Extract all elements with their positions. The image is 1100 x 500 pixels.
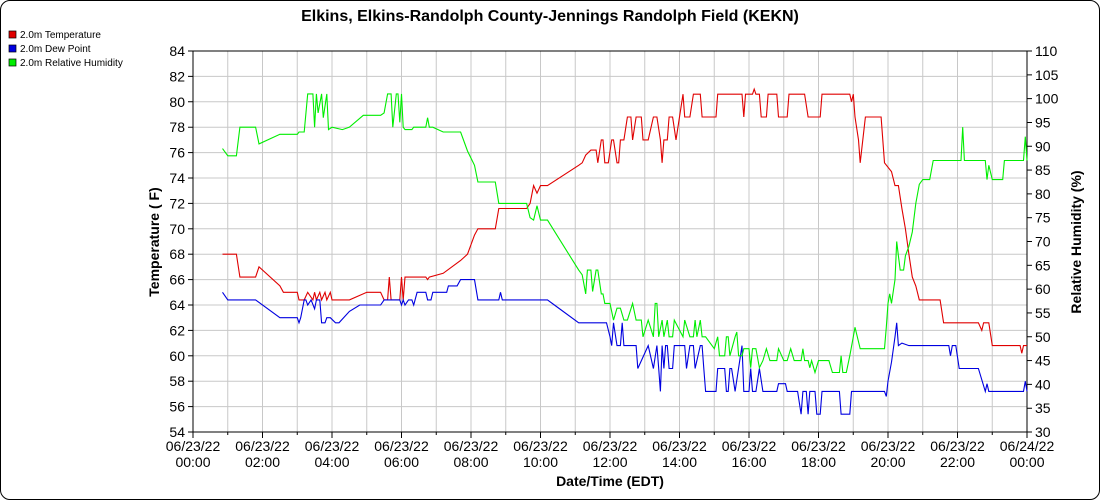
y-right-tick-label: 35 xyxy=(1035,400,1051,416)
y-left-tick-label: 72 xyxy=(169,195,185,211)
x-tick-date-label: 06/23/22 xyxy=(930,438,985,454)
y-right-tick-label: 30 xyxy=(1035,424,1051,440)
y-left-tick-label: 56 xyxy=(169,399,185,415)
x-axis-label: Date/Time (EDT) xyxy=(556,473,664,489)
grid xyxy=(192,50,1028,433)
y-left-tick-label: 78 xyxy=(169,119,185,135)
x-tick-time-label: 12:00 xyxy=(592,454,627,470)
x-tick-time-label: 00:00 xyxy=(175,454,210,470)
y-left-tick-label: 68 xyxy=(169,246,185,262)
y-left-tick-label: 76 xyxy=(169,145,185,161)
y-right-tick-label: 110 xyxy=(1035,43,1058,59)
x-tick-date-label: 06/23/22 xyxy=(444,438,499,454)
y-right-tick-label: 70 xyxy=(1035,234,1051,250)
y-left-tick-label: 62 xyxy=(169,322,185,338)
x-tick-time-label: 06:00 xyxy=(384,454,419,470)
y-left-tick-label: 82 xyxy=(169,68,185,84)
x-tick-date-label: 06/23/22 xyxy=(861,438,916,454)
x-tick-date-label: 06/23/22 xyxy=(235,438,290,454)
x-tick-time-label: 04:00 xyxy=(314,454,349,470)
y-left-tick-label: 84 xyxy=(169,43,185,59)
y-right-tick-label: 45 xyxy=(1035,353,1051,369)
legend-label-relative-humidity: 2.0m Relative Humidity xyxy=(20,58,123,69)
series-line-temperature xyxy=(222,87,1027,354)
y-right-tick-label: 80 xyxy=(1035,186,1051,202)
y-right-tick-label: 100 xyxy=(1035,91,1059,107)
y-axis-right-label: Relative Humidity (%) xyxy=(1068,170,1084,313)
x-tick-time-label: 00:00 xyxy=(1009,454,1044,470)
y-left-tick-label: 74 xyxy=(169,170,185,186)
x-tick-date-label: 06/24/22 xyxy=(1000,438,1055,454)
x-tick-time-label: 22:00 xyxy=(940,454,975,470)
x-tick-date-label: 06/23/22 xyxy=(166,438,221,454)
y-right-tick-label: 75 xyxy=(1035,210,1051,226)
series-line-dew-point xyxy=(222,279,1028,415)
x-tick-time-label: 02:00 xyxy=(245,454,280,470)
y-right-tick-label: 55 xyxy=(1035,305,1051,321)
y-left-tick-label: 60 xyxy=(169,348,185,364)
legend-item-temperature: 2.0m Temperature xyxy=(8,30,101,41)
y-left-tick-label: 70 xyxy=(169,221,185,237)
x-tick-time-label: 08:00 xyxy=(453,454,488,470)
legend: 2.0m Temperature 2.0m Dew Point 2.0m Rel… xyxy=(8,30,123,69)
series-line-relative-humidity xyxy=(222,93,1028,375)
legend-item-relative-humidity: 2.0m Relative Humidity xyxy=(8,58,123,69)
y-right-tick-label: 65 xyxy=(1035,257,1051,273)
x-tick-date-label: 06/23/22 xyxy=(652,438,707,454)
y-right-tick-label: 85 xyxy=(1035,162,1051,178)
y-right-tick-label: 95 xyxy=(1035,114,1051,130)
y-axis-right-ticks: 30 35 40 45 50 55 60 65 70 75 80 85 90 95 100 105 110 xyxy=(1027,43,1059,440)
x-tick-time-label: 18:00 xyxy=(801,454,836,470)
y-right-tick-label: 50 xyxy=(1035,329,1051,345)
y-right-tick-label: 60 xyxy=(1035,281,1051,297)
x-tick-time-label: 20:00 xyxy=(870,454,905,470)
x-tick-time-label: 16:00 xyxy=(731,454,766,470)
series-group xyxy=(222,87,1028,415)
y-left-tick-label: 66 xyxy=(169,272,185,288)
y-left-tick-label: 64 xyxy=(169,297,185,313)
y-left-tick-label: 58 xyxy=(169,373,185,389)
x-tick-date-label: 06/23/22 xyxy=(513,438,568,454)
x-tick-date-label: 06/23/22 xyxy=(583,438,638,454)
y-right-tick-label: 90 xyxy=(1035,138,1051,154)
x-tick-date-label: 06/23/22 xyxy=(722,438,777,454)
y-left-tick-label: 54 xyxy=(169,424,185,440)
y-right-tick-label: 40 xyxy=(1035,376,1051,392)
y-axis-left-label: Temperature ( F) xyxy=(146,187,162,296)
x-tick-time-label: 10:00 xyxy=(523,454,558,470)
x-tick-date-label: 06/23/22 xyxy=(791,438,846,454)
y-left-tick-label: 80 xyxy=(169,94,185,110)
y-axis-left-ticks: 54 56 58 60 62 64 66 68 70 72 74 76 78 80 82 84 xyxy=(169,43,193,440)
legend-item-dew-point: 2.0m Dew Point xyxy=(8,44,91,55)
x-axis-ticks: 06/23/2200:0006/23/2202:0006/23/2204:000… xyxy=(166,432,1055,470)
legend-label-dew-point: 2.0m Dew Point xyxy=(20,44,91,55)
y-right-tick-label: 105 xyxy=(1035,67,1059,83)
chart-title: Elkins, Elkins-Randolph County-Jennings … xyxy=(301,8,799,25)
x-tick-date-label: 06/23/22 xyxy=(305,438,360,454)
x-tick-date-label: 06/23/22 xyxy=(374,438,429,454)
legend-label-temperature: 2.0m Temperature xyxy=(20,30,101,41)
x-tick-time-label: 14:00 xyxy=(662,454,697,470)
